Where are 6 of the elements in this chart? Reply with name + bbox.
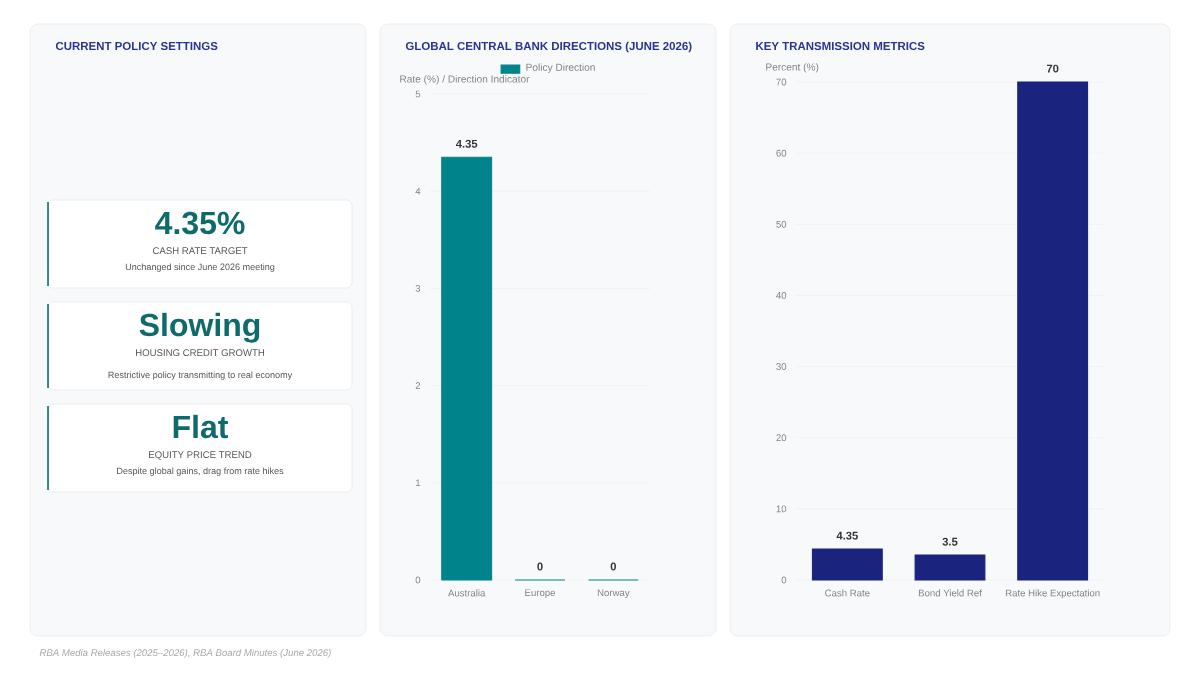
bar [811,548,883,581]
bar [1017,81,1089,581]
text: Flat [173,414,229,439]
bar [914,554,986,581]
text: Slowing [139,312,260,343]
text: 4.35% [155,211,245,235]
